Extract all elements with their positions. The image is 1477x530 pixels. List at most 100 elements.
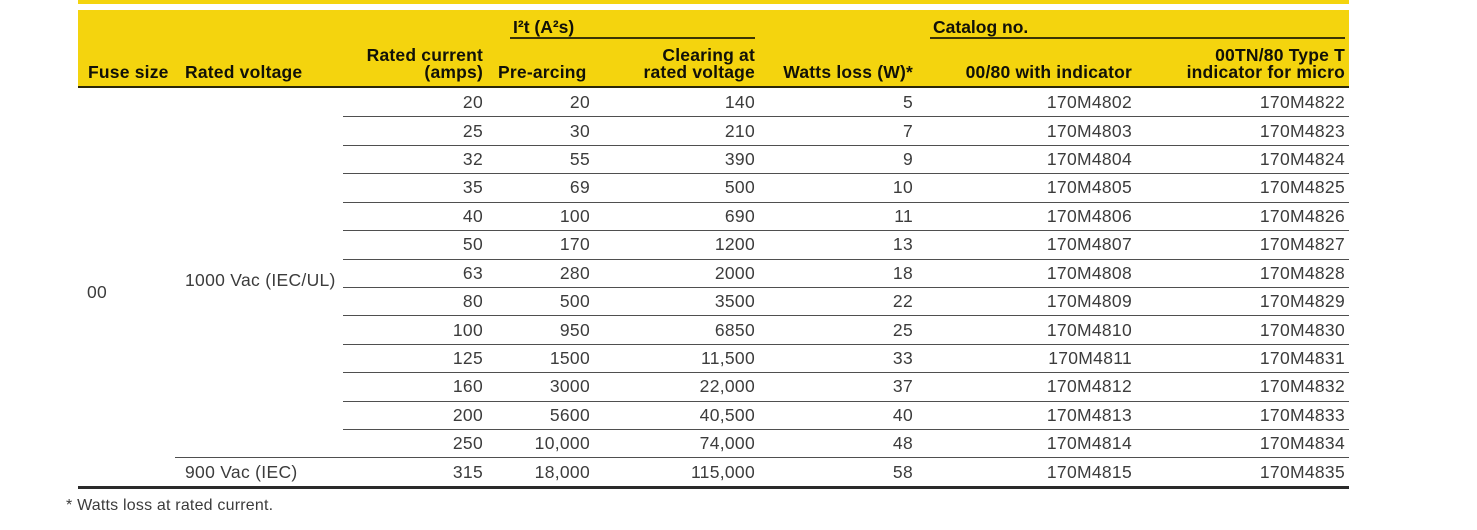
- cell-rated-current: 315: [343, 457, 487, 485]
- cell-catalog-0080: 170M4808: [917, 258, 1136, 287]
- cell-rated-current: 50: [343, 230, 487, 258]
- cell-fuse-size: [78, 401, 175, 429]
- cell-catalog-00tn: 170M4831: [1136, 343, 1349, 372]
- cell-pre-arcing: 10,000: [487, 429, 594, 457]
- cell-pre-arcing: 170: [487, 230, 594, 258]
- column-header-watts-loss: Watts loss (W)*: [783, 61, 913, 82]
- cell-pre-arcing: 55: [487, 144, 594, 173]
- cell-fuse-size: [78, 202, 175, 230]
- cell-clearing: 6850: [594, 315, 759, 343]
- cell-rated-current: 250: [343, 429, 487, 457]
- cell-rated-voltage: [175, 145, 343, 173]
- cell-pre-arcing: 20: [569, 91, 590, 112]
- cell-catalog-0080: 170M4802: [1046, 91, 1132, 112]
- cell-fuse-size: [78, 429, 175, 457]
- table-header: I²t (A²s) Catalog no. Fuse size Rated vo…: [78, 10, 1349, 88]
- group-header-i2t-label: I²t (A²s): [510, 18, 755, 39]
- group-header-row: I²t (A²s) Catalog no.: [78, 10, 1349, 40]
- cell-clearing: 3500: [594, 286, 759, 315]
- cell-watts-loss: 18: [759, 258, 917, 287]
- cell-rated-voltage: [175, 88, 343, 116]
- cell-clearing: 74,000: [594, 429, 759, 457]
- cell-rated-current: 32: [343, 144, 487, 173]
- cell-catalog-0080: 170M4814: [917, 429, 1136, 457]
- table-row: 35 69 500 10 170M4805 170M4825: [78, 173, 1349, 201]
- cell-watts-loss: 5: [902, 91, 913, 112]
- cell-fuse-size: [78, 173, 175, 201]
- cell-watts-loss: 9: [759, 144, 917, 173]
- table-row: 250 10,000 74,000 48 170M4814 170M4834: [78, 429, 1349, 457]
- column-header-catalog-00tn: 00TN/80 Type T indicator for micro: [1186, 45, 1345, 82]
- footnote: * Watts loss at rated current.: [66, 497, 274, 514]
- cell-rated-voltage: [175, 344, 343, 372]
- cell-fuse-size: [78, 315, 175, 343]
- cell-clearing: 40,500: [594, 400, 759, 429]
- cell-fuse-size: [78, 230, 175, 258]
- cell-catalog-0080: 170M4809: [917, 286, 1136, 315]
- cell-rated-voltage: [175, 202, 343, 230]
- cell-rated-voltage: 900 Vac (IEC): [175, 457, 343, 485]
- cell-catalog-00tn: 170M4835: [1136, 457, 1349, 485]
- cell-rated-current: 20: [462, 91, 483, 112]
- cell-rated-current: 25: [343, 116, 487, 144]
- group-header-catalog: Catalog no.: [917, 10, 1349, 40]
- cell-pre-arcing: 100: [487, 201, 594, 230]
- table-row: 125 1500 11,500 33 170M4811 170M4831: [78, 343, 1349, 372]
- cell-rated-current: 80: [343, 286, 487, 315]
- cell-fuse-size: [78, 344, 175, 372]
- cell-catalog-0080: 170M4815: [917, 457, 1136, 485]
- cell-catalog-00tn: 170M4828: [1136, 258, 1349, 287]
- cell-catalog-0080: 170M4805: [917, 173, 1136, 201]
- column-header-clearing: Clearing at rated voltage: [643, 45, 755, 82]
- table-row: 40 100 690 11 170M4806 170M4826: [78, 201, 1349, 230]
- cell-watts-loss: 58: [759, 457, 917, 485]
- fuse-spec-table: I²t (A²s) Catalog no. Fuse size Rated vo…: [78, 10, 1349, 489]
- cell-pre-arcing: 3000: [487, 372, 594, 400]
- cell-watts-loss: 48: [759, 429, 917, 457]
- cell-pre-arcing: 500: [487, 286, 594, 315]
- cell-catalog-0080: 170M4812: [917, 372, 1136, 400]
- column-header-rated-voltage: Rated voltage: [185, 61, 303, 82]
- cell-catalog-00tn: 170M4830: [1136, 315, 1349, 343]
- table-row: 50 170 1200 13 170M4807 170M4827: [78, 230, 1349, 258]
- cell-clearing: 140: [724, 91, 755, 112]
- cell-pre-arcing: 950: [487, 315, 594, 343]
- cell-clearing: 210: [594, 116, 759, 144]
- group-header-catalog-label: Catalog no.: [930, 18, 1345, 39]
- table-row: 63 280 2000 18 170M4808 170M4828: [78, 258, 1349, 287]
- column-header-rated-current: Rated current (amps): [366, 45, 483, 82]
- cell-rated-voltage: [175, 287, 343, 315]
- cell-catalog-0080: 170M4803: [917, 116, 1136, 144]
- table-row: 900 Vac (IEC) 315 18,000 115,000 58 170M…: [78, 457, 1349, 485]
- cell-catalog-0080: 170M4810: [917, 315, 1136, 343]
- cell-rated-voltage: [175, 116, 343, 144]
- cell-catalog-00tn: 170M4829: [1136, 286, 1349, 315]
- cell-rated-current: 40: [343, 201, 487, 230]
- cell-rated-current: 160: [343, 372, 487, 400]
- cell-watts-loss: 13: [759, 230, 917, 258]
- cell-watts-loss: 37: [759, 372, 917, 400]
- table-row: 200 5600 40,500 40 170M4813 170M4833: [78, 400, 1349, 429]
- top-strip: [78, 0, 1349, 4]
- cell-rated-current: 125: [343, 343, 487, 372]
- cell-catalog-00tn: 170M4825: [1136, 173, 1349, 201]
- cell-watts-loss: 11: [759, 201, 917, 230]
- cell-clearing: 390: [594, 144, 759, 173]
- cell-watts-loss: 25: [759, 315, 917, 343]
- cell-rated-voltage: [175, 315, 343, 343]
- table-row: 80 500 3500 22 170M4809 170M4829: [78, 286, 1349, 315]
- table-row: 20 20 140 5 170M4802 170M4822: [78, 88, 1349, 116]
- cell-catalog-0080: 170M4813: [917, 400, 1136, 429]
- cell-catalog-0080: 170M4806: [917, 201, 1136, 230]
- cell-catalog-0080: 170M4804: [917, 144, 1136, 173]
- cell-catalog-0080: 170M4811: [917, 343, 1136, 372]
- cell-watts-loss: 40: [759, 400, 917, 429]
- cell-rated-voltage: [175, 372, 343, 400]
- cell-catalog-00tn: 170M4822: [1259, 91, 1345, 112]
- column-header-row: Fuse size Rated voltage Rated current (a…: [78, 45, 1349, 86]
- table-row: 160 3000 22,000 37 170M4812 170M4832: [78, 372, 1349, 400]
- cell-fuse-size: [78, 457, 175, 485]
- cell-rated-voltage: [175, 429, 343, 457]
- cell-watts-loss: 7: [759, 116, 917, 144]
